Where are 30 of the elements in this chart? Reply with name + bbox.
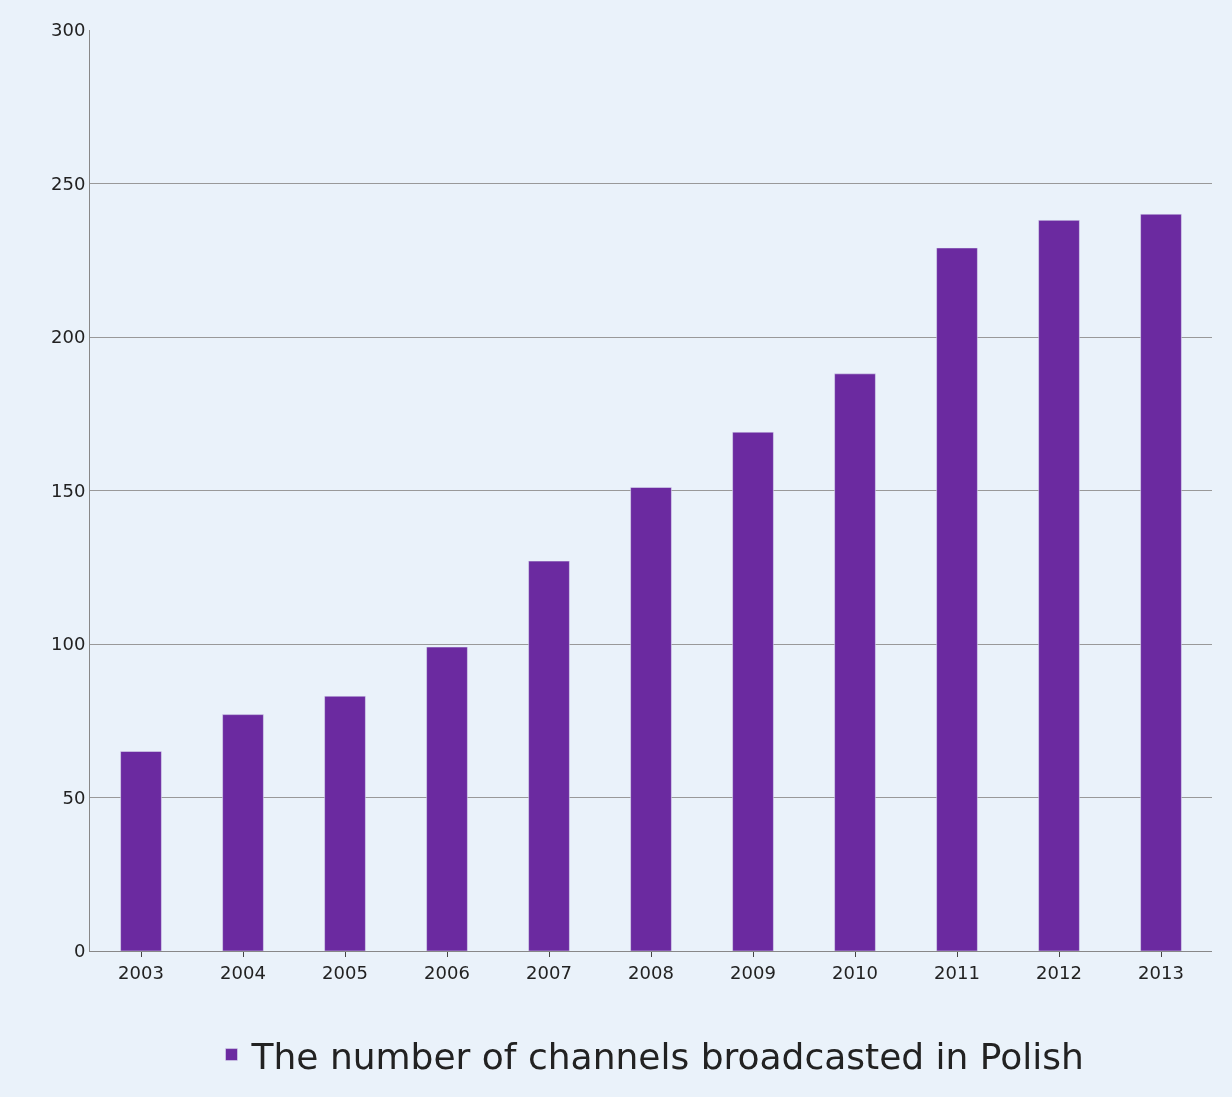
bar — [426, 646, 468, 951]
x-tick-label: 2012 — [1036, 961, 1082, 983]
x-tick-label: 2011 — [934, 961, 980, 983]
x-tick-label: 2013 — [1138, 961, 1184, 983]
x-tick-label: 2008 — [628, 961, 674, 983]
bar — [732, 431, 774, 951]
x-tick-label: 2007 — [526, 961, 572, 983]
y-tick-label: 0 — [73, 940, 86, 962]
y-tick-label: 100 — [51, 633, 86, 655]
bar — [834, 373, 876, 951]
bar — [324, 695, 366, 951]
bar — [630, 487, 672, 951]
bar — [936, 247, 978, 951]
bar — [1038, 220, 1080, 951]
y-tick-label: 50 — [62, 786, 86, 808]
bar — [120, 751, 162, 951]
bar — [528, 560, 570, 951]
y-tick-label: 250 — [51, 172, 86, 194]
x-tick-label: 2010 — [832, 961, 878, 983]
x-tick-label: 2004 — [220, 961, 266, 983]
legend-label: The number of channels broadcasted in Polish — [250, 1035, 1084, 1077]
y-tick-label: 150 — [51, 479, 86, 501]
x-tick-label: 2006 — [424, 961, 470, 983]
y-tick-label: 300 — [51, 19, 86, 41]
x-tick-label: 2009 — [730, 961, 776, 983]
bar — [1140, 213, 1182, 951]
y-tick-label: 200 — [51, 326, 86, 348]
bar — [222, 714, 264, 951]
x-tick-label: 2005 — [322, 961, 368, 983]
x-tick-label: 2003 — [118, 961, 164, 983]
